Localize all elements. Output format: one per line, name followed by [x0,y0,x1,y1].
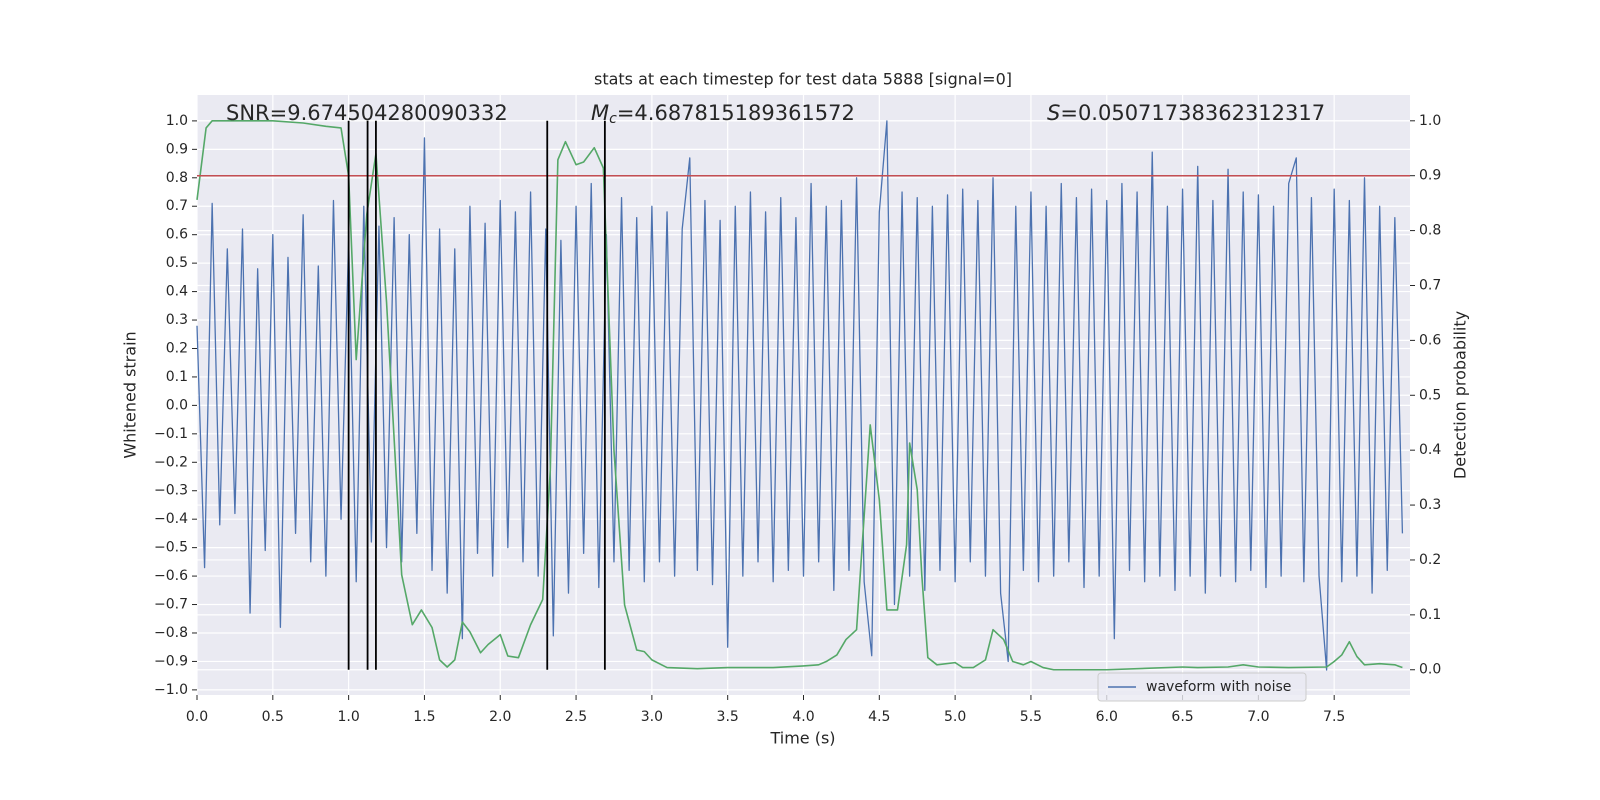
y-tick-label: −0.3 [154,483,188,499]
x-tick-label: 5.0 [944,709,966,725]
y-tick-label: 0.3 [166,312,188,328]
waveform-line [196,120,1404,671]
x-tick-label: 6.5 [1171,709,1193,725]
x-tick-label: 3.0 [641,709,663,725]
x-tick-label: 4.0 [792,709,814,725]
chart-title: stats at each timestep for test data 588… [594,70,1012,89]
x-tick-label: 2.0 [489,709,511,725]
annotation-symbol: M [591,101,609,125]
y2-tick-label: 0.2 [1419,552,1441,568]
y2-tick-label: 0.3 [1419,497,1441,513]
x-tick-label: 2.5 [565,709,587,725]
y-tick-label: 0.4 [166,284,188,300]
x-tick-label: 1.0 [337,709,359,725]
y2-tick-label: 0.5 [1419,387,1441,403]
y-tick-label: 0.9 [166,141,188,157]
annotation-symbol: S [1047,101,1060,125]
y2-tick-label: 0.0 [1419,662,1441,678]
y-tick-label: −0.2 [154,454,188,470]
y2-tick-label: 0.7 [1419,277,1441,293]
annotation: S=0.05071738362312317 [1047,101,1325,125]
y-tick-label: −1.0 [154,682,188,698]
marks [196,120,1410,671]
legend-box [1097,672,1307,702]
y-tick-label: −0.6 [154,568,188,584]
y2-tick-label: 0.6 [1419,332,1441,348]
x-tick-label: 7.0 [1247,709,1269,725]
y-tick-label: −0.4 [154,511,188,527]
annotation: Mc=4.687815189361572 [591,101,855,127]
y-tick-label: −0.5 [154,540,188,556]
y-tick-label: 1.0 [166,113,188,129]
y-tick-label: −0.7 [154,597,188,613]
x-tick-label: 3.5 [717,709,739,725]
y-tick-label: 0.6 [166,227,188,243]
y2-tick-label: 0.9 [1419,168,1441,184]
annotation: SNR=9.674504280090332 [226,101,508,125]
y2-tick-label: 1.0 [1419,113,1441,129]
x-tick-label: 0.5 [262,709,284,725]
y-tick-label: 0.0 [166,397,188,413]
x-tick-label: 6.0 [1096,709,1118,725]
y-tick-label: 0.7 [166,198,188,214]
x-tick-label: 4.5 [868,709,890,725]
y-tick-label: 0.2 [166,340,188,356]
y2-tick-label: 0.4 [1419,442,1441,458]
y2-axis-label: Detection probability [1451,311,1470,479]
probability-line [196,120,1403,671]
annotation-text: =0.05071738362312317 [1060,101,1325,125]
x-tick-label: 5.5 [1020,709,1042,725]
x-tick-label: 0.0 [186,709,208,725]
annotation-subscript: c [609,111,617,127]
x-axis-label: Time (s) [769,729,835,748]
x-tick-label: 7.5 [1323,709,1345,725]
y-tick-label: 0.8 [166,170,188,186]
y-tick-label: −0.9 [154,653,188,669]
labels: 0.0 0.5 1.0 1.5 2.0 2.5 3.0 3.5 4.0 4.5 5.0 5.5 6.0 6… [154,113,1441,725]
annotation-text: =4.687815189361572 [617,101,855,125]
annotation-text: SNR=9.674504280090332 [226,101,508,125]
y-tick-label: 0.1 [166,369,188,385]
y2-tick-label: 0.1 [1419,607,1441,623]
y-tick-label: 0.5 [166,255,188,271]
x-tick-label: 1.5 [413,709,435,725]
y-tick-label: −0.1 [154,426,188,442]
y2-tick-label: 0.8 [1419,223,1441,239]
y-axis-label: Whitened strain [121,331,140,458]
y-tick-label: −0.8 [154,625,188,641]
legend-label: waveform with noise [1146,679,1291,695]
